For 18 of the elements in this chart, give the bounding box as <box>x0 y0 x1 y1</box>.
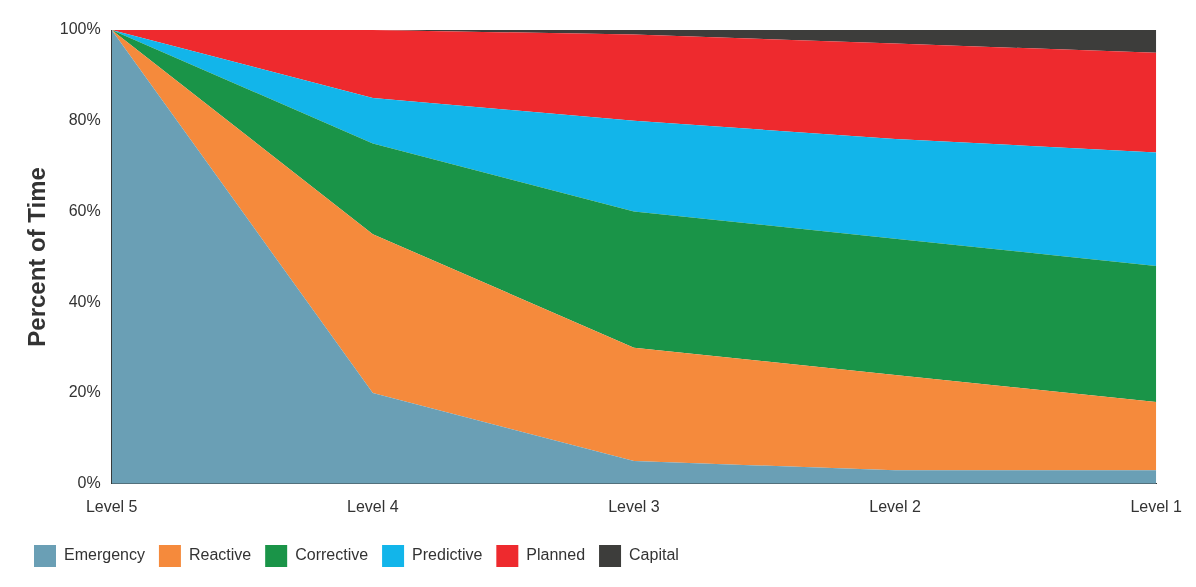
y-tick-label: 100% <box>59 20 101 38</box>
y-tick-label: 0% <box>77 474 101 492</box>
y-tick-label: 60% <box>68 201 101 219</box>
y-tick-label: 40% <box>68 292 101 310</box>
legend-label: Capital <box>629 546 679 564</box>
x-tick-label: Level 5 <box>85 497 138 515</box>
x-tick-label: Level 2 <box>869 497 921 515</box>
x-tick-label: Level 4 <box>347 497 399 515</box>
legend-label: Planned <box>526 546 586 564</box>
y-tick-label: 80% <box>68 111 101 129</box>
x-tick-label: Level 1 <box>1130 497 1183 515</box>
legend-label: Corrective <box>295 546 369 564</box>
legend-label: Reactive <box>188 546 252 564</box>
legend-label: Emergency <box>64 546 145 564</box>
x-tick-label: Level 3 <box>608 497 660 515</box>
y-axis-title: Percent of Time <box>23 167 51 347</box>
legend-label: Predictive <box>412 546 483 564</box>
y-tick-label: 20% <box>68 383 101 401</box>
